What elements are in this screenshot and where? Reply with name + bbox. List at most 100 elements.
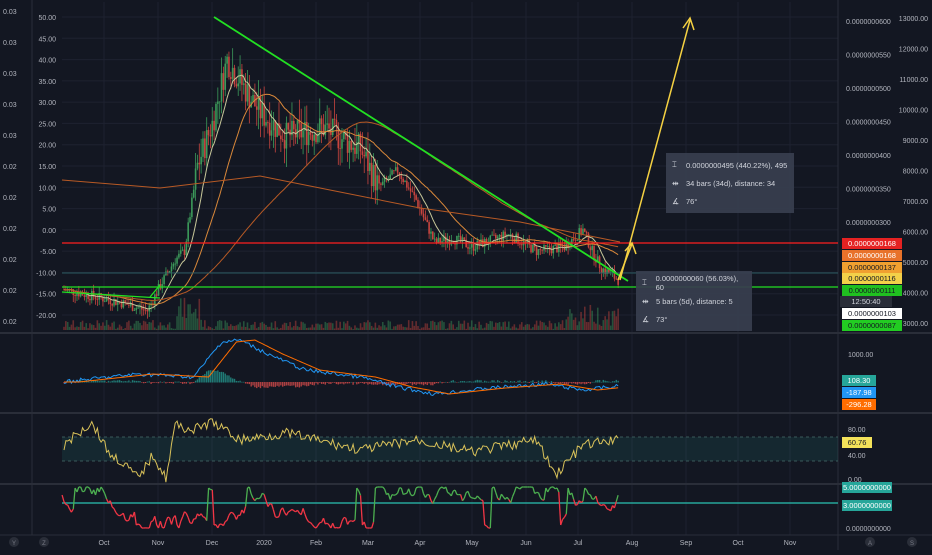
pct-axis-label: 50.00: [38, 15, 56, 22]
stoch-line-segment: [118, 515, 120, 516]
volume-bar: [174, 329, 176, 330]
candle-body: [458, 236, 460, 237]
volume-bar: [123, 329, 125, 330]
volume-bar: [208, 326, 210, 330]
volume-bar: [239, 322, 241, 330]
volume-bar: [176, 316, 178, 330]
volume-bar: [195, 309, 197, 330]
macd-histogram-bar: [97, 381, 98, 383]
macd-histogram-bar: [319, 382, 320, 383]
stoch-line-segment: [576, 505, 578, 506]
macd-histogram-bar: [456, 382, 457, 383]
macd-histogram-bar: [162, 382, 163, 383]
macd-histogram-bar: [477, 380, 478, 383]
volume-bar: [386, 327, 388, 330]
candle-body: [84, 295, 86, 297]
volume-bar: [506, 327, 508, 330]
time-axis-label: Oct: [99, 540, 110, 547]
angle-icon: ∡: [642, 315, 656, 324]
candle-body: [521, 244, 523, 245]
volume-bar: [545, 325, 547, 330]
volume-bar: [608, 311, 610, 330]
candle-body: [332, 119, 334, 135]
time-axis-label: Dec: [206, 540, 219, 547]
volume-bar: [562, 320, 564, 330]
macd-histogram-bar: [358, 382, 359, 384]
volume-bar: [82, 321, 84, 330]
candle-body: [167, 271, 169, 272]
volume-bar: [132, 328, 134, 330]
price-axis-label: 0.0000000500: [846, 86, 891, 93]
candle-body: [173, 264, 175, 267]
measure-box-lower[interactable]: ⌶0.0000000060 (56.03%), 60 ⇹5 bars (5d),…: [636, 271, 752, 331]
candle-body: [210, 135, 212, 136]
candle-body: [586, 232, 588, 234]
volume-bar: [63, 327, 65, 330]
volume-bar: [417, 326, 419, 330]
macd-histogram-bar: [232, 378, 233, 382]
macd-histogram-bar: [421, 382, 422, 384]
time-axis-label: Nov: [784, 540, 797, 547]
candle-body: [191, 198, 193, 217]
volume-bar: [489, 321, 491, 330]
candle-body: [328, 123, 330, 128]
candle-body: [321, 118, 323, 124]
candle-body: [417, 200, 419, 207]
volume-bar: [378, 325, 380, 330]
macd-histogram-bar: [332, 382, 333, 383]
candle-body: [326, 123, 328, 124]
macd-histogram-bar: [356, 382, 357, 384]
candle-body: [102, 297, 104, 301]
volume-bar: [145, 322, 147, 330]
candle-body: [169, 271, 171, 273]
macd-histogram-bar: [126, 381, 127, 382]
macd-histogram-bar: [328, 382, 329, 384]
volume-bar: [297, 326, 299, 330]
volume-bar: [510, 328, 512, 330]
candle-body: [313, 135, 315, 141]
macd-histogram-bar: [225, 374, 226, 383]
volume-bar: [603, 320, 605, 330]
stoch-line-segment: [405, 493, 407, 494]
volume-bar: [69, 327, 71, 330]
volume-bar: [247, 322, 249, 330]
volume-bar: [310, 328, 312, 330]
volume-bar: [512, 326, 514, 330]
candle-body: [174, 264, 176, 265]
bottom-toolbar-icon-letter: Z: [42, 541, 46, 547]
stoch-line-segment: [603, 505, 605, 506]
macd-histogram-bar: [288, 382, 289, 385]
measure-box-upper[interactable]: ⌶0.0000000495 (440.22%), 495 ⇹34 bars (3…: [666, 153, 794, 213]
volume-bar: [328, 323, 330, 330]
macd-histogram-bar: [454, 382, 455, 383]
macd-histogram-bar: [486, 381, 487, 382]
macd-histogram-bar: [551, 381, 552, 382]
macd-histogram-bar: [169, 382, 170, 383]
volume-bar: [265, 325, 267, 330]
macd-histogram-bar: [451, 381, 452, 383]
volume-bar: [139, 323, 141, 330]
volume-bar: [569, 309, 571, 330]
candle-body: [154, 294, 156, 304]
volume-bar: [449, 323, 451, 330]
volume-bar: [302, 322, 304, 330]
candle-body: [541, 250, 543, 251]
candle-body: [237, 83, 239, 86]
candle-body: [538, 249, 540, 255]
candle-body: [182, 250, 184, 251]
macd-histogram-bar: [495, 382, 496, 383]
candle-body: [234, 68, 236, 84]
candle-body: [276, 123, 278, 137]
volume-bar: [334, 328, 336, 330]
candle-body: [273, 120, 275, 130]
volume-bar: [523, 327, 525, 330]
macd-histogram-bar: [338, 382, 339, 384]
macd-histogram-bar: [430, 382, 431, 385]
volume-bar: [460, 324, 462, 330]
macd-histogram-bar: [369, 382, 370, 384]
volume-bar: [197, 318, 199, 330]
candle-body: [287, 123, 289, 130]
volume-bar: [571, 313, 573, 330]
